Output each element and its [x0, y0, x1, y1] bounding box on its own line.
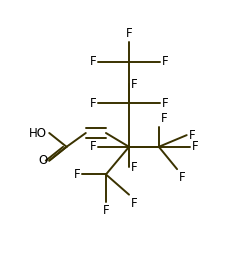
- Text: F: F: [126, 27, 132, 40]
- Text: F: F: [162, 97, 168, 110]
- Text: F: F: [191, 140, 198, 153]
- Text: F: F: [73, 168, 80, 181]
- Text: F: F: [90, 97, 96, 110]
- Text: HO: HO: [29, 126, 47, 139]
- Text: F: F: [103, 204, 109, 217]
- Text: F: F: [131, 78, 138, 91]
- Text: F: F: [189, 129, 195, 142]
- Text: O: O: [38, 154, 47, 167]
- Text: F: F: [90, 140, 96, 153]
- Text: F: F: [131, 161, 138, 174]
- Text: F: F: [90, 55, 96, 68]
- Text: F: F: [131, 197, 138, 210]
- Text: F: F: [179, 171, 186, 184]
- Text: F: F: [161, 112, 167, 124]
- Text: F: F: [162, 55, 168, 68]
